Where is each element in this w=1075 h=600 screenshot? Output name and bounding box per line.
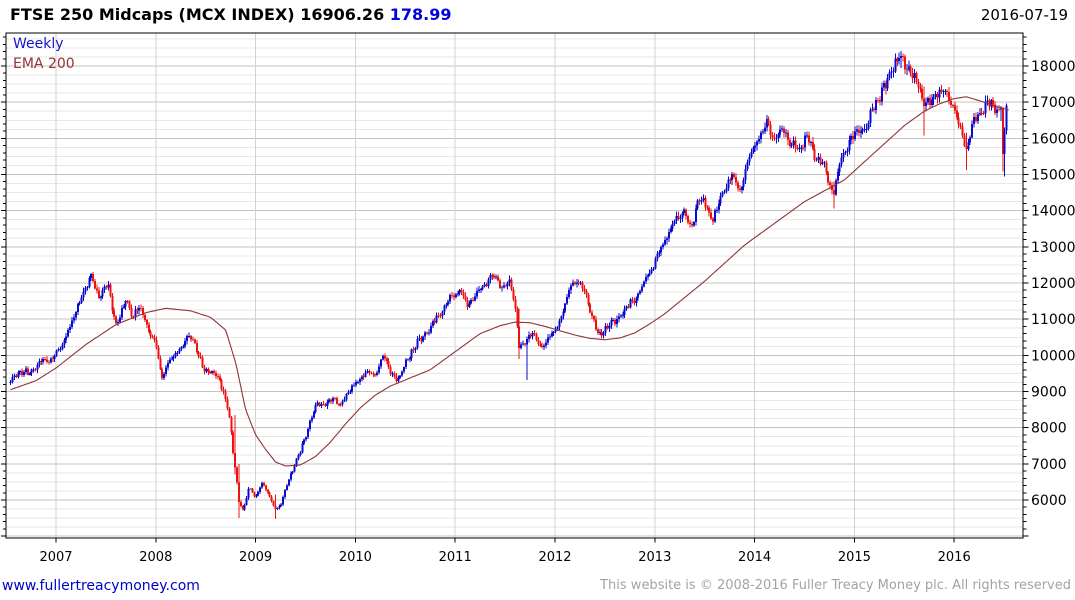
chart-date: 2016-07-19	[980, 6, 1068, 24]
svg-text:2010: 2010	[339, 550, 372, 565]
svg-text:2009: 2009	[239, 550, 272, 565]
svg-text:2012: 2012	[538, 550, 571, 565]
y-axis-labels: 6000 7000 8000 9000 10000 11000 12000 13000 1400…	[1031, 59, 1075, 509]
svg-text:11000: 11000	[1031, 312, 1075, 328]
last-price: 16906.26	[300, 5, 385, 24]
page-title: FTSE 250 Midcaps (MCX INDEX) 16906.26 17…	[10, 5, 452, 24]
price-change: 178.99	[389, 5, 452, 24]
plot-border	[5, 32, 1024, 539]
svg-text:14000: 14000	[1031, 204, 1075, 220]
x-axis-labels: 2007 2008 2009 2010 2011 2012 2013 2014 2015 2016	[39, 550, 970, 565]
candles-weekly	[9, 50, 1008, 519]
svg-text:8000: 8000	[1031, 421, 1067, 437]
svg-text:10000: 10000	[1031, 348, 1075, 364]
ema-line	[10, 96, 1009, 467]
svg-text:7000: 7000	[1031, 457, 1067, 473]
svg-text:2008: 2008	[139, 550, 172, 565]
svg-text:13000: 13000	[1031, 240, 1075, 256]
svg-text:16000: 16000	[1031, 131, 1075, 147]
svg-text:18000: 18000	[1031, 59, 1075, 75]
svg-text:9000: 9000	[1031, 385, 1067, 401]
chart-legend: Weekly EMA 200	[13, 34, 75, 74]
grid-lines	[6, 33, 1023, 538]
svg-text:15000: 15000	[1031, 168, 1075, 184]
axis-ticks	[1, 36, 1029, 543]
svg-text:2014: 2014	[738, 550, 771, 565]
copyright-text: This website is © 2008-2016 Fuller Treac…	[600, 578, 1071, 593]
svg-text:2016: 2016	[938, 550, 971, 565]
legend-ema-label: EMA 200	[13, 56, 75, 72]
instrument-name: FTSE 250 Midcaps (MCX INDEX)	[10, 5, 295, 24]
svg-text:2007: 2007	[39, 550, 72, 565]
legend-series-label: Weekly	[13, 36, 64, 52]
svg-text:2015: 2015	[838, 550, 871, 565]
website-link[interactable]: www.fullertreacymoney.com	[2, 578, 200, 594]
svg-text:17000: 17000	[1031, 95, 1075, 111]
svg-text:2011: 2011	[439, 550, 472, 565]
svg-text:6000: 6000	[1031, 493, 1067, 509]
svg-text:2013: 2013	[638, 550, 671, 565]
svg-text:12000: 12000	[1031, 276, 1075, 292]
